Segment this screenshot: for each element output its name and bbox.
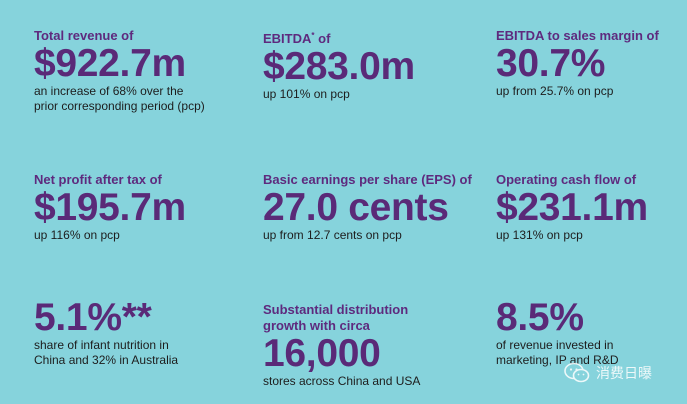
stat-total-revenue: Total revenue of $922.7m an increase of … — [34, 28, 205, 114]
stat-value: $283.0m — [263, 45, 415, 88]
stat-detail: an increase of 68% over the — [34, 84, 184, 98]
stat-value: $231.1m — [496, 186, 648, 229]
stat-value: 8.5% — [496, 296, 584, 339]
stat-detail: stores across China and USA — [263, 374, 421, 388]
stat-detail: up 116% on pcp — [34, 228, 120, 242]
stat-value: 5.1%** — [34, 296, 152, 339]
stat-value: 30.7% — [496, 42, 606, 85]
stat-heading: Operating cash flow of — [496, 172, 637, 187]
stat-detail: share of infant nutrition in — [34, 338, 169, 352]
watermark: 消费日曝 — [564, 362, 652, 384]
watermark-text: 消费日曝 — [596, 365, 652, 381]
stat-market-share: 5.1%** share of infant nutrition in Chin… — [34, 298, 178, 368]
stat-heading: Net profit after tax of — [34, 172, 162, 187]
stat-distribution: Substantial distribution growth with cir… — [263, 302, 420, 389]
stat-ebitda: EBITDA* of $283.0m up 101% on pcp — [263, 28, 415, 102]
stat-heading: Substantial distribution — [263, 302, 409, 317]
stat-revenue-invested: 8.5% of revenue invested in marketing, I… — [496, 298, 619, 368]
stat-detail: China and 32% in Australia — [34, 353, 179, 367]
stat-value: $922.7m — [34, 42, 186, 85]
stat-heading: EBITDA to sales margin of — [496, 28, 659, 43]
stat-value: 16,000 — [263, 332, 381, 375]
stat-net-profit: Net profit after tax of $195.7m up 116% … — [34, 172, 186, 243]
stat-ebitda-margin: EBITDA to sales margin of 30.7% up from … — [496, 28, 659, 99]
stat-detail: marketing, IP and R&D — [496, 353, 619, 367]
stat-heading: growth with circa — [263, 318, 370, 333]
stat-detail: prior corresponding period (pcp) — [34, 99, 205, 113]
stat-detail: up 131% on pcp — [496, 228, 583, 242]
stat-eps: Basic earnings per share (EPS) of 27.0 c… — [263, 172, 472, 243]
stat-value: $195.7m — [34, 186, 186, 229]
wechat-icon — [564, 362, 590, 384]
stat-heading: Total revenue of — [34, 28, 134, 43]
stat-operating-cash-flow: Operating cash flow of $231.1m up 131% o… — [496, 172, 648, 243]
stat-detail: up from 12.7 cents on pcp — [263, 228, 402, 242]
stat-detail: of revenue invested in — [496, 338, 614, 352]
stat-detail: up from 25.7% on pcp — [496, 84, 614, 98]
stat-detail: up 101% on pcp — [263, 87, 350, 101]
stat-heading: Basic earnings per share (EPS) of — [263, 172, 472, 187]
stat-value: 27.0 cents — [263, 186, 449, 229]
stat-heading: EBITDA* of — [263, 31, 331, 46]
